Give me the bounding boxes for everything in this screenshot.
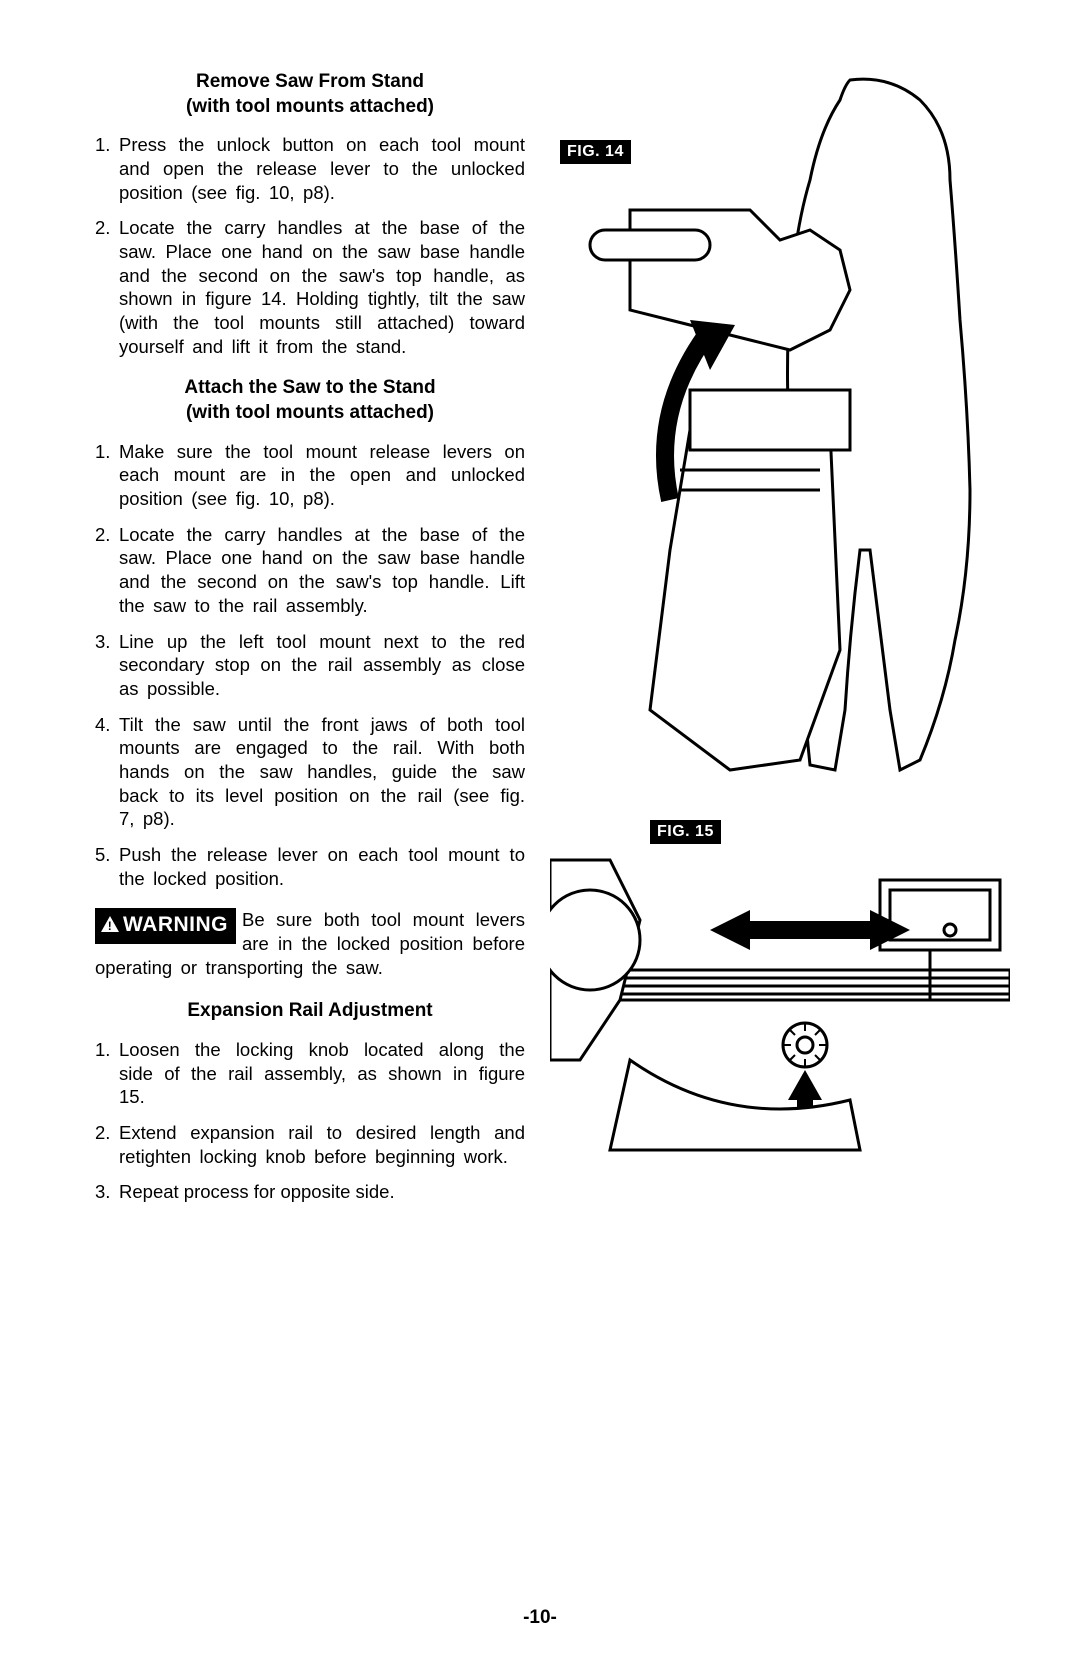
heading-line: Expansion Rail Adjustment <box>187 1000 432 1021</box>
list-item: Press the unlock button on each tool mou… <box>95 133 525 204</box>
list-item: Tilt the saw until the front jaws of bot… <box>95 713 525 831</box>
list-item: Make sure the tool mount release levers … <box>95 440 525 511</box>
heading-line: (with tool mounts attached) <box>186 96 434 117</box>
figure-14: FIG. 14 <box>550 70 1010 790</box>
heading-line: Remove Saw From Stand <box>196 71 424 92</box>
attach-heading: Attach the Saw to the Stand (with tool m… <box>95 376 525 425</box>
remove-heading: Remove Saw From Stand (with tool mounts … <box>95 70 525 119</box>
warning-label: WARNING <box>123 913 228 936</box>
page-number: -10- <box>0 1607 1080 1629</box>
expansion-heading: Expansion Rail Adjustment <box>95 999 525 1024</box>
heading-line: (with tool mounts attached) <box>186 402 434 423</box>
list-item: Repeat process for opposite side. <box>95 1180 525 1204</box>
right-column: FIG. 14 <box>550 70 1010 1222</box>
list-item: Line up the left tool mount next to the … <box>95 630 525 701</box>
heading-line: Attach the Saw to the Stand <box>184 377 435 398</box>
warning-block: ! WARNING Be sure both tool mount levers… <box>95 908 525 979</box>
list-item: Extend expansion rail to desired length … <box>95 1121 525 1168</box>
figure-15-illustration <box>550 800 1010 1170</box>
figure-15: FIG. 15 <box>550 800 1010 1170</box>
list-item: Push the release lever on each tool moun… <box>95 843 525 890</box>
warning-badge: ! WARNING <box>95 908 236 944</box>
list-item: Locate the carry handles at the base of … <box>95 523 525 618</box>
fig15-label: FIG. 15 <box>650 820 721 844</box>
warning-icon: ! <box>101 913 119 940</box>
attach-list: Make sure the tool mount release levers … <box>95 440 525 890</box>
svg-text:!: ! <box>108 919 113 932</box>
list-item: Loosen the locking knob located along th… <box>95 1038 525 1109</box>
expansion-list: Loosen the locking knob located along th… <box>95 1038 525 1204</box>
list-item: Locate the carry handles at the base of … <box>95 216 525 358</box>
remove-list: Press the unlock button on each tool mou… <box>95 133 525 358</box>
fig14-label: FIG. 14 <box>560 140 631 164</box>
left-column: Remove Saw From Stand (with tool mounts … <box>95 70 525 1222</box>
figure-14-illustration <box>550 70 1010 790</box>
